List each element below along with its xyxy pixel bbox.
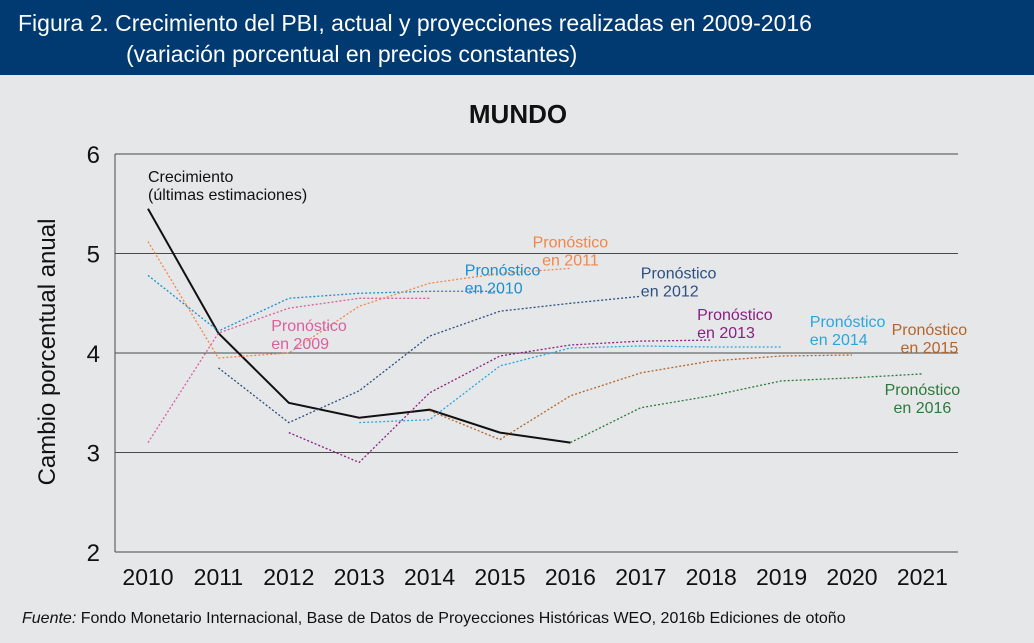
series-label-crecimiento-ultimas-estimaciones: Crecimiento (últimas estimaciones) <box>148 169 307 204</box>
source-text: Fondo Monetario Internacional, Base de D… <box>80 610 846 627</box>
series-label-pronostico-en-2013: Pronóstico en 2013 <box>697 307 773 342</box>
figure-subtitle: (variación porcentual en precios constan… <box>126 41 578 67</box>
series-label-pronostico-en-2016: Pronóstico en 2016 <box>885 382 961 417</box>
source-label: Fuente: <box>22 610 77 627</box>
y-tick-label-5: 5 <box>87 242 100 269</box>
y-axis-ticks: 2 3 4 5 6 <box>87 142 100 567</box>
series-label-pronostico-en-2009: Pronóstico en 2009 <box>271 318 347 353</box>
series-label-pronostico-en-2011: Pronóstico en 2011 <box>533 235 609 270</box>
series-line-pronostico-en-2015 <box>429 354 853 441</box>
y-tick-label-4: 4 <box>87 341 100 368</box>
series-labels: Crecimiento (últimas estimaciones) Pronóst… <box>148 169 967 417</box>
x-tick-label-2015: 2015 <box>474 564 525 590</box>
x-tick-label-2021: 2021 <box>897 564 948 590</box>
x-tick-label-2012: 2012 <box>263 564 314 590</box>
series-label-pronostico-en-2010: Pronóstico en 2010 <box>465 262 541 297</box>
x-axis-ticks: 2010 2011 2012 2013 2014 2015 2016 2017 2018 2019… <box>122 564 948 590</box>
series-line-pronostico-en-2016 <box>570 373 923 444</box>
figure-header: Figura 2. Crecimiento del PBI, actual y … <box>0 0 1034 75</box>
x-tick-label-2020: 2020 <box>826 564 877 590</box>
chart-title: MUNDO <box>469 99 567 129</box>
series-label-pronostico-en-2014: Pronóstico en 2014 <box>810 314 886 349</box>
x-tick-label-2011: 2011 <box>194 564 243 590</box>
gdp-growth-chart: MUNDO Cambio porcentual anual 2 3 4 5 6 2010… <box>34 99 967 590</box>
grid <box>114 153 958 553</box>
y-tick-label-3: 3 <box>87 441 100 468</box>
series-label-pronostico-en-2015: Pronóstico en 2015 <box>892 322 968 357</box>
y-tick-label-6: 6 <box>87 142 100 169</box>
series-line-pronostico-en-2011 <box>147 241 571 359</box>
series-label-pronostico-en-2012: Pronóstico en 2012 <box>641 265 717 300</box>
series-line-pronostico-en-2010 <box>147 274 500 332</box>
x-tick-label-2014: 2014 <box>404 564 455 590</box>
series-line-pronostico-en-2012 <box>218 295 641 424</box>
source-note: Fuente: Fondo Monetario Internacional, B… <box>22 610 846 628</box>
series-line-pronostico-en-2013 <box>288 339 712 464</box>
x-tick-label-2010: 2010 <box>122 564 173 590</box>
x-tick-label-2019: 2019 <box>756 564 807 590</box>
series-lines <box>147 208 923 464</box>
x-tick-label-2018: 2018 <box>686 564 737 590</box>
y-axis-label: Cambio porcentual anual <box>34 219 61 486</box>
x-tick-label-2013: 2013 <box>334 564 385 590</box>
x-tick-label-2017: 2017 <box>615 564 666 590</box>
x-tick-label-2016: 2016 <box>545 564 596 590</box>
figure-title: Figura 2. Crecimiento del PBI, actual y … <box>18 10 812 36</box>
y-tick-label-2: 2 <box>87 540 100 567</box>
